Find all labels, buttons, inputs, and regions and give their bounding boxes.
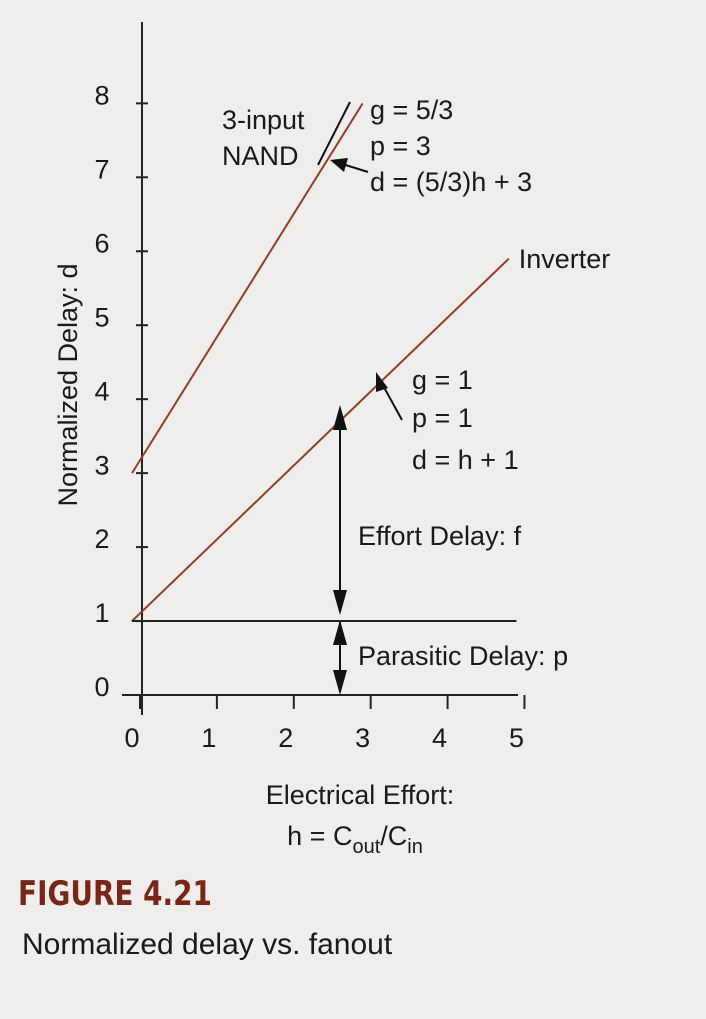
formula-part: h = C [287,821,352,851]
annotation: g = 5/3 [370,95,453,125]
annotation: 3-input [222,105,305,135]
annotation: d = (5/3)h + 3 [370,167,532,197]
arrowhead [333,405,347,430]
figure-label: FIGURE 4.21 [18,874,212,913]
pointer [317,101,351,166]
x-tick-label: 1 [201,723,216,753]
arrowhead [376,372,388,392]
formula-sub: out [352,836,380,858]
annotation: Effort Delay: f [358,521,522,551]
arrowhead [333,620,347,645]
annotation: p = 3 [370,131,431,161]
annotation: NAND [222,141,299,171]
annotation: p = 1 [412,403,473,433]
annotation: d = h + 1 [412,445,519,475]
formula-part: /C [380,821,407,851]
x-tick-label: 2 [278,723,293,753]
x-tick-label: 0 [124,723,139,753]
y-tick-label: 0 [94,672,109,702]
y-tick-label: 5 [94,302,109,332]
annotation: g = 1 [412,365,473,395]
x-tick-label: 3 [355,723,370,753]
x-axis-formula: h = Cout/Cin [287,821,423,858]
y-tick-label: 8 [94,80,109,110]
series-line [131,257,510,622]
caption: Normalized delay vs. fanout [22,928,393,961]
series-label: Inverter [519,244,611,274]
arrowhead [330,158,348,172]
y-tick-label: 6 [94,228,109,258]
x-tick-label: 4 [432,723,447,753]
y-tick-label: 1 [94,598,109,628]
y-axis-label: Normalized Delay: d [53,263,83,506]
annotation: Parasitic Delay: p [358,641,568,671]
arrowhead [333,670,347,695]
y-tick-label: 7 [94,154,109,184]
x-tick-label: 5 [509,723,524,753]
formula-sub: in [407,836,423,858]
y-tick-label: 3 [94,450,109,480]
y-tick-label: 2 [94,524,109,554]
arrowhead [333,590,347,615]
series-line [131,102,364,474]
x-axis-label: Electrical Effort: [266,780,455,810]
y-tick-label: 4 [94,376,109,406]
